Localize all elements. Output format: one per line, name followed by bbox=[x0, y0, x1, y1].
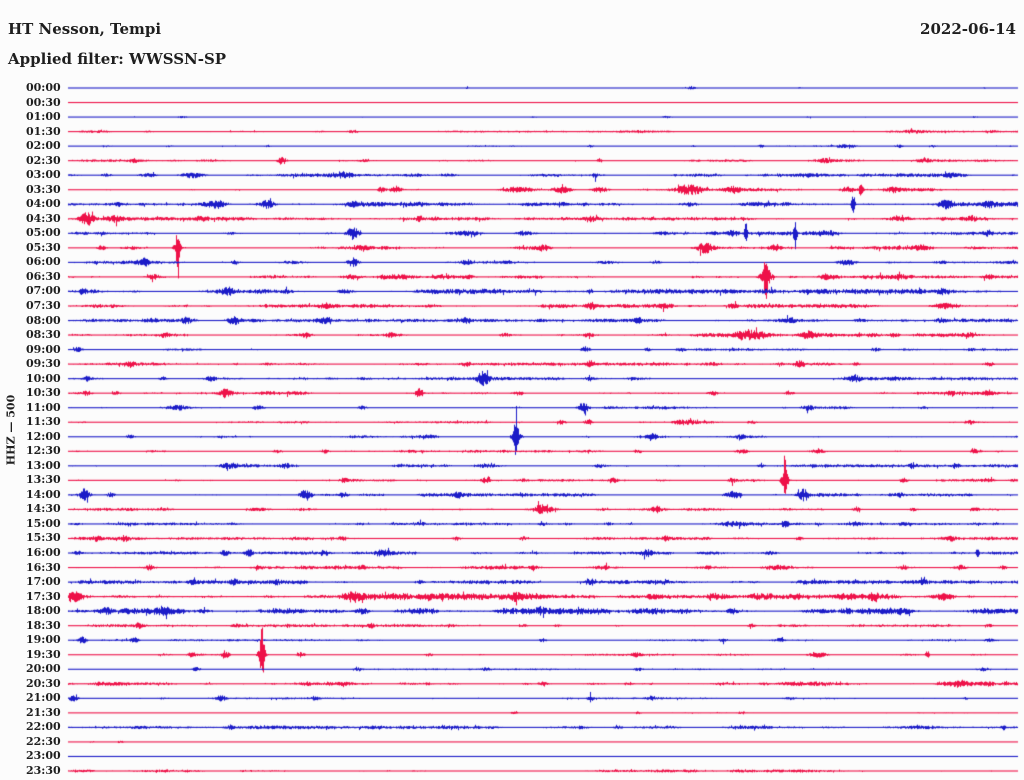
time-label: 12:30 bbox=[26, 444, 61, 458]
time-label: 14:00 bbox=[26, 487, 61, 501]
time-label: 22:30 bbox=[26, 734, 61, 748]
time-label: 15:00 bbox=[26, 516, 61, 530]
time-label: 06:30 bbox=[26, 269, 61, 283]
time-label: 19:30 bbox=[26, 647, 61, 661]
time-label: 16:30 bbox=[26, 560, 61, 574]
time-label: 20:30 bbox=[26, 676, 61, 690]
time-label: 05:30 bbox=[26, 240, 61, 254]
time-label: 09:00 bbox=[26, 342, 61, 356]
time-label: 04:30 bbox=[26, 211, 61, 225]
time-label: 14:30 bbox=[26, 502, 61, 516]
time-label: 01:00 bbox=[26, 110, 61, 124]
time-label: 12:00 bbox=[26, 429, 61, 443]
time-label: 19:00 bbox=[26, 633, 61, 647]
time-label: 11:30 bbox=[26, 415, 61, 429]
time-label: 17:30 bbox=[26, 589, 61, 603]
time-label: 10:00 bbox=[26, 371, 61, 385]
time-label: 21:00 bbox=[26, 691, 61, 705]
time-label: 04:00 bbox=[26, 197, 61, 211]
time-label: 16:00 bbox=[26, 546, 61, 560]
time-label: 21:30 bbox=[26, 705, 61, 719]
station-title: HT Nesson, Tempi bbox=[8, 20, 162, 38]
time-label: 03:00 bbox=[26, 168, 61, 182]
time-label: 02:30 bbox=[26, 153, 61, 167]
time-label: 06:00 bbox=[26, 255, 61, 269]
time-label: 23:30 bbox=[26, 764, 61, 777]
time-label: 13:30 bbox=[26, 473, 61, 487]
time-label: 15:30 bbox=[26, 531, 61, 545]
time-label: 10:30 bbox=[26, 386, 61, 400]
time-label: 22:00 bbox=[26, 720, 61, 734]
time-label: 05:00 bbox=[26, 226, 61, 240]
time-label: 03:30 bbox=[26, 182, 61, 196]
time-label: 23:00 bbox=[26, 749, 61, 763]
time-label: 01:30 bbox=[26, 124, 61, 138]
time-label: 08:00 bbox=[26, 313, 61, 327]
time-label: 00:30 bbox=[26, 95, 61, 109]
time-label: 20:00 bbox=[26, 662, 61, 676]
time-label: 18:00 bbox=[26, 604, 61, 618]
time-label: 00:00 bbox=[26, 81, 61, 94]
time-label: 17:00 bbox=[26, 575, 61, 589]
time-label: 07:30 bbox=[26, 298, 61, 312]
time-label: 08:30 bbox=[26, 328, 61, 342]
date-label: 2022-06-14 bbox=[920, 20, 1016, 38]
channel-scale-label: HHZ — 500 bbox=[4, 394, 18, 466]
time-label: 18:30 bbox=[26, 618, 61, 632]
time-label: 02:00 bbox=[26, 139, 61, 153]
time-label: 13:00 bbox=[26, 458, 61, 472]
time-label: 11:00 bbox=[26, 400, 61, 414]
time-label: 07:00 bbox=[26, 284, 61, 298]
filter-label: Applied filter: WWSSN-SP bbox=[8, 50, 227, 68]
time-label: 09:30 bbox=[26, 357, 61, 371]
